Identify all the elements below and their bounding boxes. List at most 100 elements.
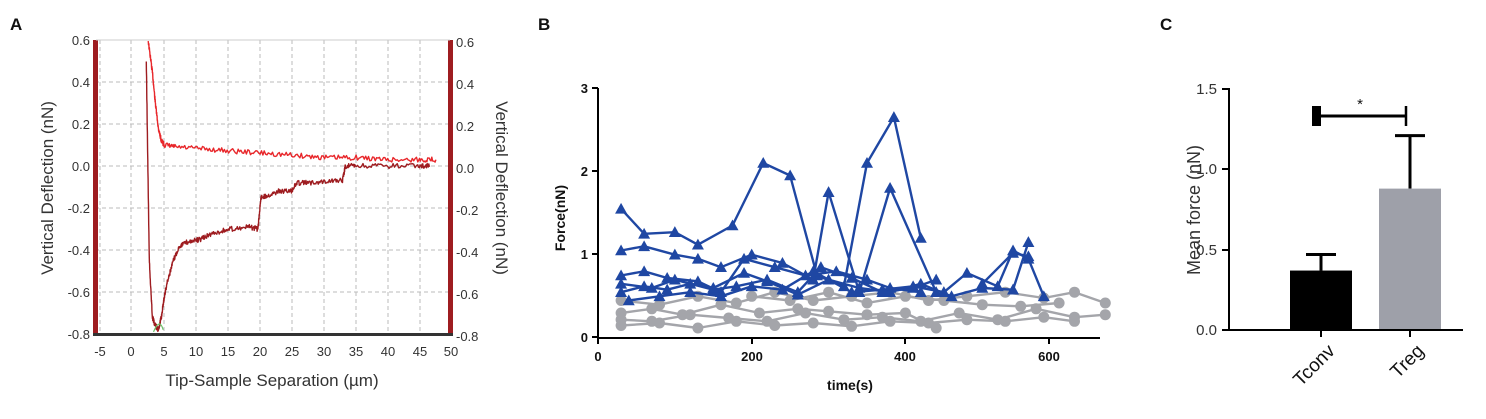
- a-ytick-left: 0.0: [72, 159, 90, 174]
- b-blue-marker: [791, 288, 804, 300]
- a-bottom-axis: [93, 333, 453, 336]
- b-gray-marker: [1038, 311, 1050, 323]
- panel-label-c: C: [1160, 15, 1172, 34]
- b-blue-marker: [615, 286, 628, 297]
- a-ytick-right: -0.6: [456, 287, 478, 302]
- b-gray-marker: [730, 315, 742, 327]
- b-xtick: 0: [594, 349, 601, 364]
- b-gray-marker: [746, 290, 758, 302]
- b-blue-marker: [615, 244, 628, 256]
- a-xtick: 5: [160, 344, 167, 359]
- a-xtick: 25: [285, 344, 299, 359]
- b-gray-marker: [800, 307, 811, 319]
- b-x-axis-title: time(s): [827, 377, 873, 393]
- c-bar-tconv: [1290, 270, 1352, 330]
- c-sig-left-cap: [1312, 106, 1321, 126]
- b-blue-marker: [845, 272, 858, 283]
- b-gray-marker: [692, 322, 704, 334]
- b-gray-marker: [961, 314, 973, 326]
- b-blue-marker: [1022, 250, 1035, 262]
- b-gray-marker: [715, 299, 727, 311]
- b-blue-marker: [638, 280, 651, 292]
- b-blue-marker: [691, 275, 704, 287]
- a-xtick: 40: [381, 344, 395, 359]
- b-blue-marker: [745, 248, 758, 260]
- b-gray-marker: [1099, 309, 1111, 321]
- b-blue-marker: [691, 252, 704, 264]
- c-ytick: 0.0: [1196, 322, 1217, 339]
- b-xtick: 400: [894, 349, 916, 364]
- b-blue-marker: [945, 290, 958, 302]
- b-blue-marker: [887, 111, 900, 122]
- b-blue-line-1: [620, 186, 938, 294]
- b-gray-marker: [807, 317, 819, 329]
- c-y-axis-title: Mean force (nN): [1184, 145, 1204, 275]
- a-ytick-left: -0.4: [68, 243, 90, 258]
- a-left-axis-bar: [93, 40, 98, 335]
- c-bars: [1290, 134, 1441, 330]
- b-xtick: 200: [741, 349, 763, 364]
- b-blue-marker: [960, 267, 973, 278]
- b-blue-marker: [845, 286, 858, 297]
- b-gray-marker: [823, 286, 835, 298]
- b-blue-marker: [814, 261, 827, 272]
- b-blue-marker: [876, 283, 889, 295]
- panel-c: C 1.5 1.0 0.5 0.0 Mean force (nN) Tconv …: [1160, 15, 1463, 391]
- a-ytick-left: -0.2: [68, 201, 90, 216]
- b-gray-marker: [838, 314, 850, 326]
- c-category-label-treg: Treg: [1387, 341, 1429, 383]
- b-blue-marker: [653, 290, 666, 302]
- b-gray-marker: [884, 315, 896, 327]
- b-blue-marker: [1007, 247, 1020, 258]
- a-curve-retract: [145, 61, 431, 333]
- b-gray-marker: [1069, 315, 1080, 327]
- b-ytick: 0: [581, 330, 588, 345]
- panel-label-b: B: [538, 15, 550, 34]
- a-ytick-left: 0.2: [72, 117, 90, 132]
- b-gray-marker: [823, 305, 835, 317]
- b-blue-marker: [807, 265, 820, 277]
- a-xtick: -5: [94, 344, 106, 359]
- b-blue-marker: [684, 277, 697, 289]
- b-blue-marker: [861, 273, 873, 285]
- a-ytick-right: -0.4: [456, 245, 478, 260]
- b-blue-marker: [661, 283, 674, 295]
- a-xtick: 45: [413, 344, 427, 359]
- b-blue-marker: [757, 157, 770, 168]
- b-blue-marker: [684, 286, 697, 297]
- b-blue-marker: [1037, 290, 1050, 302]
- b-gray-marker: [730, 297, 742, 309]
- b-gray-marker: [646, 303, 658, 315]
- b-gray-marker: [1015, 300, 1027, 312]
- a-curve-approach: [147, 40, 437, 163]
- a-ytick-right: 0.6: [456, 35, 474, 50]
- b-blue-marker: [914, 232, 927, 243]
- b-blue-marker: [615, 202, 628, 214]
- b-blue-marker: [822, 186, 835, 197]
- a-ytick-left: 0.4: [72, 75, 90, 90]
- b-blue-marker: [622, 294, 635, 306]
- b-blue-marker: [991, 280, 1004, 292]
- b-blue-marker: [661, 272, 674, 283]
- a-xtick: 15: [221, 344, 235, 359]
- c-ytick: 1.5: [1196, 81, 1217, 98]
- b-blue-marker: [914, 277, 927, 289]
- a-y-axis-title-right: Vertical Deflection (nN): [492, 101, 511, 275]
- b-blue-marker: [776, 283, 789, 295]
- b-blue-marker: [738, 267, 751, 278]
- b-blue-marker: [784, 169, 797, 181]
- b-blue-marker: [884, 182, 897, 193]
- b-gray-marker: [654, 317, 665, 329]
- b-blue-marker: [761, 275, 774, 287]
- b-gray-marker: [684, 309, 696, 321]
- b-blue-marker: [730, 280, 743, 292]
- a-ytick-left: 0.6: [72, 33, 90, 48]
- b-gray-marker: [861, 297, 873, 309]
- b-blue-marker: [1007, 283, 1020, 295]
- a-xtick: 35: [349, 344, 363, 359]
- b-gray-marker: [923, 317, 934, 329]
- c-ytick: 0.5: [1196, 242, 1217, 259]
- a-xtick: 20: [253, 344, 267, 359]
- b-blue-marker: [907, 280, 920, 292]
